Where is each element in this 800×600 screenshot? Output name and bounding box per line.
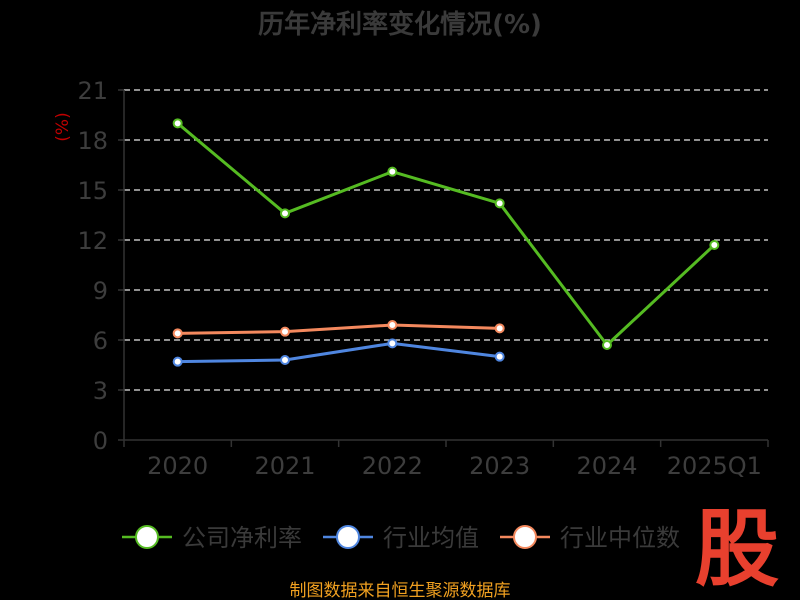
data-point [172,328,183,339]
legend-label: 行业中位数 [560,524,680,552]
data-point [387,166,398,177]
chart-title: 历年净利率变化情况(%) [258,9,542,40]
x-tick-label: 2020 [147,452,208,480]
legend-label: 公司净利率 [182,524,302,552]
y-tick-label: 15 [77,177,108,205]
data-point [602,340,612,350]
legend-item: 行业中位数 [500,524,680,552]
data-point [280,326,290,337]
y-tick-label: 12 [77,227,108,255]
legend-marker [336,525,360,549]
data-point [494,323,505,334]
data-point [280,208,290,219]
grid-lines [124,89,768,391]
data-point [387,320,398,330]
data-point [494,351,505,362]
y-tick-label: 3 [93,377,108,405]
data-point [172,118,183,129]
legend: 公司净利率 行业均值 行业中位数 [122,524,680,552]
y-axis-unit: (%) [53,112,73,141]
series-line [176,122,716,347]
legend-item: 公司净利率 [122,524,302,552]
y-tick-label: 9 [93,277,108,305]
x-tick-labels: 2020 2021 2022 2023 2024 2025Q1 [147,452,762,480]
y-tick-label: 0 [93,427,108,455]
series-0 [172,118,720,350]
x-tick-label: 2025Q1 [667,452,762,480]
legend-marker [513,525,537,549]
series-1 [172,338,505,367]
x-tick-label: 2022 [362,452,423,480]
data-point [280,355,290,365]
legend-label: 行业均值 [383,524,479,552]
data-point [494,198,505,209]
x-tick-label: 2021 [254,452,315,480]
watermark-logo: 股 [694,500,780,598]
x-tick-label: 2024 [576,452,637,480]
legend-marker [135,525,159,549]
series-2 [172,320,505,339]
source-note: 制图数据来自恒生聚源数据库 [290,581,511,600]
y-tick-labels: 0 3 6 9 12 15 18 21 [77,77,108,455]
data-point [172,356,183,367]
x-tick-label: 2023 [469,452,530,480]
series-lines [172,118,720,367]
y-tick-label: 18 [77,127,108,155]
series-line [177,323,500,335]
y-tick-label: 21 [77,77,108,105]
data-point [387,338,398,349]
series-line [177,341,500,364]
axes [118,89,769,447]
svg-text:股: 股 [695,500,779,598]
y-tick-label: 6 [93,327,108,355]
legend-item: 行业均值 [323,524,479,552]
data-point [709,240,720,250]
